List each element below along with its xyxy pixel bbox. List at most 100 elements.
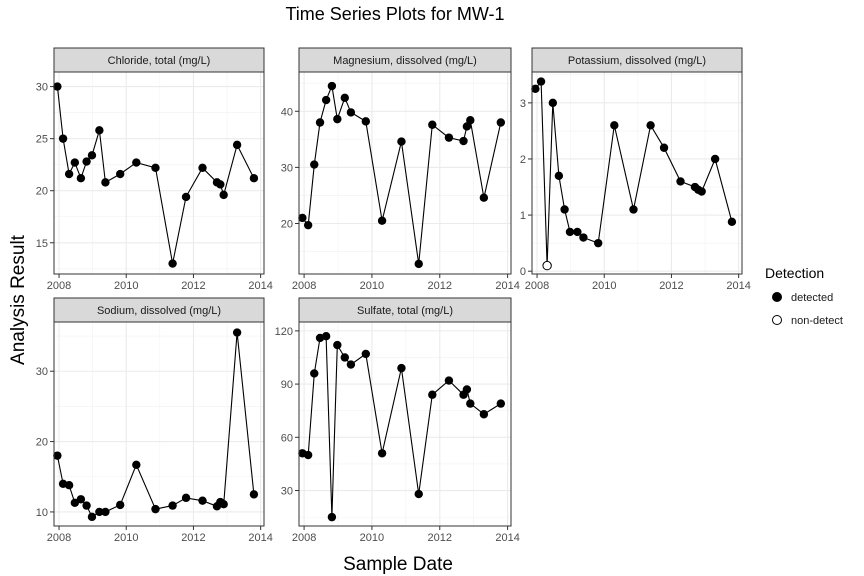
data-point-sulfate [310,369,318,377]
panel-background-sodium [54,322,264,526]
data-point-magnesium [497,118,505,126]
data-point-magnesium [347,108,355,116]
data-point-chloride [65,170,73,178]
data-point-sodium [198,496,206,504]
x-tick-label: 2008 [525,280,549,292]
y-tick-label: 30 [281,162,293,174]
x-tick-label: 2014 [495,532,519,544]
data-point-chloride [88,151,96,159]
y-tick-label: 2 [520,154,526,166]
data-point-magnesium [304,221,312,229]
data-point-magnesium [459,137,467,145]
data-point-sulfate [328,513,336,521]
x-axis-title: Sample Date [343,554,453,575]
data-point-magnesium [310,160,318,168]
x-tick-label: 2008 [47,280,71,292]
data-point-magnesium [333,115,341,123]
data-point-chloride [216,180,224,188]
data-point-sulfate [304,451,312,459]
x-tick-label: 2008 [47,532,71,544]
data-point-sodium [151,505,159,513]
x-tick-label: 2014 [248,532,272,544]
strip-label-magnesium: Magnesium, dissolved (mg/L) [333,55,477,67]
data-point-potassium [629,205,637,213]
data-point-potassium [555,172,563,180]
panel-chloride: Chloride, total (mg/L) 2008 2010 2012 2014 15… [36,48,273,292]
data-point-magnesium [378,216,386,224]
x-tick-label: 2010 [114,532,138,544]
figure-title: Time Series Plots for MW-1 [285,4,504,24]
y-tick-label: 15 [36,238,48,250]
data-point-sodium [88,513,96,521]
y-tick-label: 25 [36,134,48,146]
legend-title: Detection [765,265,824,281]
y-tick-label: 3 [520,98,526,110]
data-point-potassium [560,205,568,213]
data-point-magnesium [397,137,405,145]
x-tick-label: 2010 [592,280,616,292]
data-point-sulfate [322,332,330,340]
data-point-magnesium [316,118,324,126]
data-point-sodium [182,494,190,502]
data-point-sulfate [347,360,355,368]
data-point-chloride [132,158,140,166]
data-point-chloride [168,259,176,267]
panel-background-potassium [532,72,742,274]
x-tick-label: 2010 [360,532,384,544]
data-point-chloride [219,191,227,199]
y-tick-label: 0 [520,266,526,278]
data-point-potassium [711,155,719,163]
data-point-chloride [198,164,206,172]
data-point-magnesium [415,260,423,268]
y-tick-label: 120 [275,326,293,338]
data-point-magnesium [322,96,330,104]
data-point-chloride [59,134,67,142]
data-point-sulfate [466,399,474,407]
x-tick-label: 2012 [659,280,683,292]
data-point-potassium [728,218,736,226]
y-tick-label: 60 [281,432,293,444]
x-tick-label: 2014 [495,280,519,292]
y-axis-title: Analysis Result [8,234,29,365]
y-tick-label: 30 [36,82,48,94]
data-point-potassium [537,77,545,85]
data-point-magnesium [466,116,474,124]
data-point-potassium [549,99,557,107]
data-point-potassium [594,239,602,247]
panel-sodium: Sodium, dissolved (mg/L)2008 2010 2012 2014… [36,298,273,544]
x-tick-label: 2012 [181,280,205,292]
data-point-chloride [95,126,103,134]
data-point-sulfate [341,353,349,361]
data-point-chloride [71,158,79,166]
x-tick-label: 2008 [292,532,316,544]
data-point-sodium [219,500,227,508]
data-point-sulfate [480,410,488,418]
y-tick-label: 20 [36,437,48,449]
legend-detected-label: detected [791,292,833,304]
data-point-sodium [77,495,85,503]
data-point-sulfate [463,385,471,393]
data-point-chloride [77,174,85,182]
y-tick-label: 10 [36,507,48,519]
strip-label-chloride: Chloride, total (mg/L) [108,55,211,67]
data-point-chloride [116,170,124,178]
data-point-potassium [697,187,705,195]
data-point-sulfate [362,350,370,358]
data-point-sodium [82,501,90,509]
y-tick-label: 30 [281,486,293,498]
data-point-sulfate [378,449,386,457]
data-point-sulfate [497,399,505,407]
data-point-magnesium [341,94,349,102]
x-tick-label: 2012 [428,532,452,544]
data-point-magnesium [445,133,453,141]
legend-nondetect-marker [773,316,782,325]
legend-detected-marker [773,293,782,302]
data-point-sodium [168,501,176,509]
panel-background-chloride [54,72,264,274]
strip-label-sulfate: Sulfate, total (mg/L) [357,305,453,317]
panel-magnesium: Magnesium, dissolved (mg/L)2008 2010 2012 2… [281,48,520,292]
data-point-magnesium [328,82,336,90]
strip-label-sodium: Sodium, dissolved (mg/L) [97,305,221,317]
y-tick-label: 30 [36,366,48,378]
